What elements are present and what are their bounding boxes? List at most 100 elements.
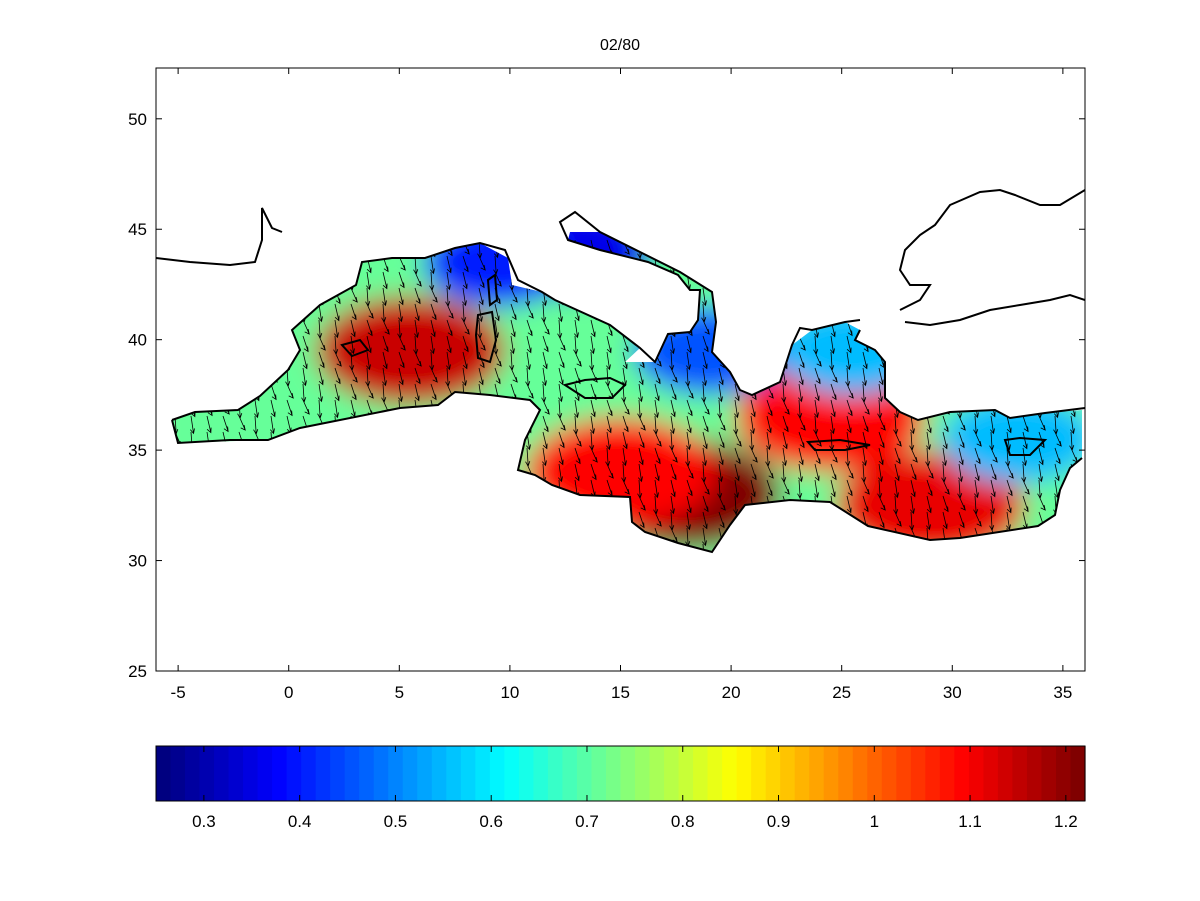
wind-arrow [269,415,275,435]
wind-arrow [1038,495,1046,511]
wind-arrow [542,319,550,335]
wind-arrow [366,319,373,337]
wind-arrow [1054,431,1062,447]
colorbar-cell [417,746,433,801]
wind-arrow [638,367,644,386]
wind-arrow [686,495,692,514]
colorbar-tick-label: 1 [870,812,879,831]
wind-arrow [1069,415,1075,435]
wind-arrow [654,447,661,465]
colorbar-cell [693,746,709,801]
wind-arrow [654,463,660,482]
colorbar-cell [765,746,781,801]
wind-arrow [846,399,853,417]
wind-arrow [846,335,852,354]
wind-arrow [573,399,579,419]
colorbar-cell [228,746,244,801]
wind-arrow [702,431,708,450]
wind-arrow [862,351,868,370]
wind-arrow [925,431,931,451]
colorbar-tick-label: 0.6 [479,812,503,831]
wind-arrow [349,335,355,355]
wind-arrow [366,383,374,399]
wind-arrow [798,415,806,431]
wind-arrow [685,511,691,531]
colorbar-cell [983,746,999,801]
wind-arrow [414,383,420,402]
wind-arrow [909,495,915,515]
wind-arrow [398,287,404,306]
wind-arrow [702,319,710,335]
wind-arrow [461,367,467,387]
wind-arrow [670,399,676,418]
wind-arrow [494,271,502,287]
wind-arrow [526,319,533,337]
wind-arrow [430,383,437,401]
wind-arrow [446,255,452,274]
wind-arrow [926,495,932,514]
colorbar-cell [794,746,810,801]
wind-arrow [1021,447,1027,467]
wind-arrow [990,463,997,481]
wind-arrow [766,415,772,434]
wind-arrow [350,383,357,401]
coast-south-med [171,390,1083,554]
wind-arrow [654,511,662,527]
wind-arrow [238,415,246,431]
x-tick-label: 20 [722,683,741,702]
wind-arrow [350,367,358,383]
wind-arrow [669,415,675,435]
wind-arrow [510,303,517,321]
y-tick-label: 30 [128,552,147,571]
wind-arrow [1054,463,1060,482]
wind-arrow [606,415,612,434]
wind-arrow [878,511,885,529]
wind-arrow [830,463,837,481]
x-axis: -5 0 5 10 15 20 25 30 35 [171,68,1072,702]
wind-arrow [638,447,644,466]
wind-arrow [1038,415,1046,431]
wind-arrow [589,415,595,435]
wind-arrow [701,527,707,547]
colorbar-cell [1041,746,1057,801]
wind-arrow [813,479,819,499]
colorbar-cell [156,746,172,801]
wind-arrow [414,351,422,367]
wind-arrow [781,447,787,467]
colorbar-cell [664,746,680,801]
wind-arrow [814,431,822,447]
wind-arrow [686,335,692,354]
coast-black-sea [898,188,1085,327]
wind-arrow [861,367,867,387]
colorbar-cell [1055,746,1072,801]
wind-arrow [365,351,371,371]
wind-arrow [702,479,710,495]
wind-arrow [542,351,548,370]
wind-arrow [526,303,534,319]
wind-arrow [446,335,452,354]
wind-arrow [333,399,339,419]
wind-arrow [653,479,659,499]
colorbar-cell [620,746,636,801]
wind-arrow [670,479,676,498]
wind-arrow [670,447,678,463]
wind-arrow [942,479,950,495]
wind-arrow [894,447,901,465]
wind-arrow [350,287,358,303]
wind-arrow [670,463,677,481]
wind-arrow [301,367,307,387]
wind-arrow [733,399,739,419]
colorbar-cell [751,746,767,801]
wind-arrow [654,431,662,447]
wind-arrow [1022,431,1028,450]
colorbar-cell [489,746,505,801]
wind-arrow [846,495,852,514]
wind-arrow [494,303,500,322]
wind-arrow [574,447,581,465]
colorbar-cell [635,746,651,801]
wind-arrow [942,431,948,450]
wind-arrow [670,383,677,401]
wind-arrow [589,335,595,355]
wind-arrow [414,367,421,385]
wind-arrow [350,319,356,338]
